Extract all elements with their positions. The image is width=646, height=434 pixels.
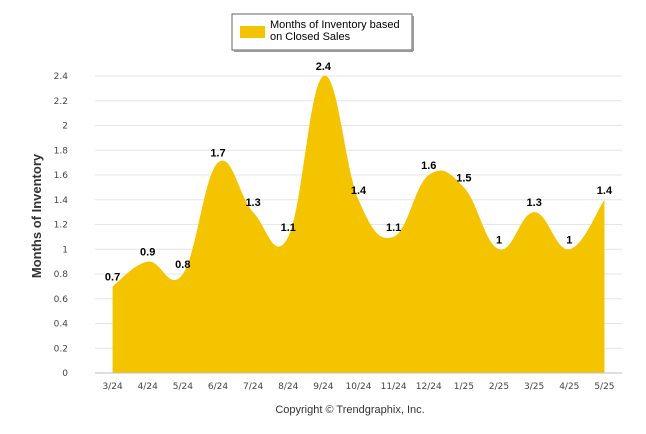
copyright-text: Copyright © Trendgraphix, Inc. [275,404,424,416]
y-tick-label: 1.4 [54,196,69,206]
y-tick-label: 0.6 [54,295,69,305]
legend-label-line1: Months of Inventory based [270,19,400,31]
data-label: 1.3 [527,197,542,209]
data-label: 0.7 [105,271,120,283]
legend-label-line2: on Closed Sales [270,31,351,43]
data-label: 1.5 [456,172,471,184]
legend-swatch [240,26,265,38]
data-label: 1.4 [597,185,613,197]
y-tick-label: 0.8 [54,270,69,280]
y-tick-label: 1.2 [54,221,68,231]
y-tick-label: 1.6 [54,171,69,181]
data-label: 1.6 [421,160,436,172]
x-tick-label: 5/25 [594,382,614,392]
data-label: 1.7 [210,148,225,160]
data-labels: 0.7 0.9 0.8 1.7 1.3 1.1 2.4 1.4 1.1 1.6 1.5 1 1.3 1 1.… [105,61,613,283]
y-axis-tick-labels: 0 0.2 0.4 0.6 0.8 1 1.2 1.4 1.6 1.8 2 2.2 2.4 [54,72,69,379]
data-label: 1.1 [281,222,296,234]
inventory-area-series [112,75,605,374]
data-label: 1.1 [386,222,401,234]
data-label: 0.9 [140,247,155,259]
y-tick-label: 0.2 [54,344,68,354]
x-tick-label: 11/24 [381,382,407,392]
y-tick-label: 2.4 [54,72,69,82]
x-tick-label: 3/24 [102,382,122,392]
y-tick-label: 1.8 [54,146,69,156]
x-tick-label: 3/25 [524,382,544,392]
data-label: 1 [496,234,502,246]
y-tick-label: 2.2 [54,97,68,107]
y-tick-label: 1 [62,245,68,255]
data-label: 1.4 [351,185,367,197]
data-label: 1 [566,234,572,246]
data-label: 2.4 [316,61,332,73]
legend: Months of Inventory based on Closed Sale… [231,13,414,52]
x-tick-label: 7/24 [243,382,263,392]
x-tick-label: 5/24 [173,382,193,392]
x-tick-label: 8/24 [278,382,298,392]
x-tick-label: 1/25 [454,382,474,392]
y-tick-label: 2 [62,122,68,132]
x-tick-label: 2/25 [489,382,509,392]
data-label: 0.8 [175,259,190,271]
y-tick-label: 0 [62,369,68,379]
x-tick-label: 4/24 [138,382,158,392]
x-tick-label: 10/24 [346,382,372,392]
data-label: 1.3 [245,197,260,209]
y-axis-title: Months of Inventory [29,153,44,278]
y-tick-label: 0.4 [54,320,69,330]
x-axis-tick-labels: 3/24 4/24 5/24 6/24 7/24 8/24 9/24 10/24 11/24 12… [102,382,614,392]
x-tick-label: 12/24 [416,382,442,392]
x-tick-label: 4/25 [559,382,579,392]
x-tick-label: 6/24 [208,382,228,392]
x-tick-label: 9/24 [313,382,333,392]
